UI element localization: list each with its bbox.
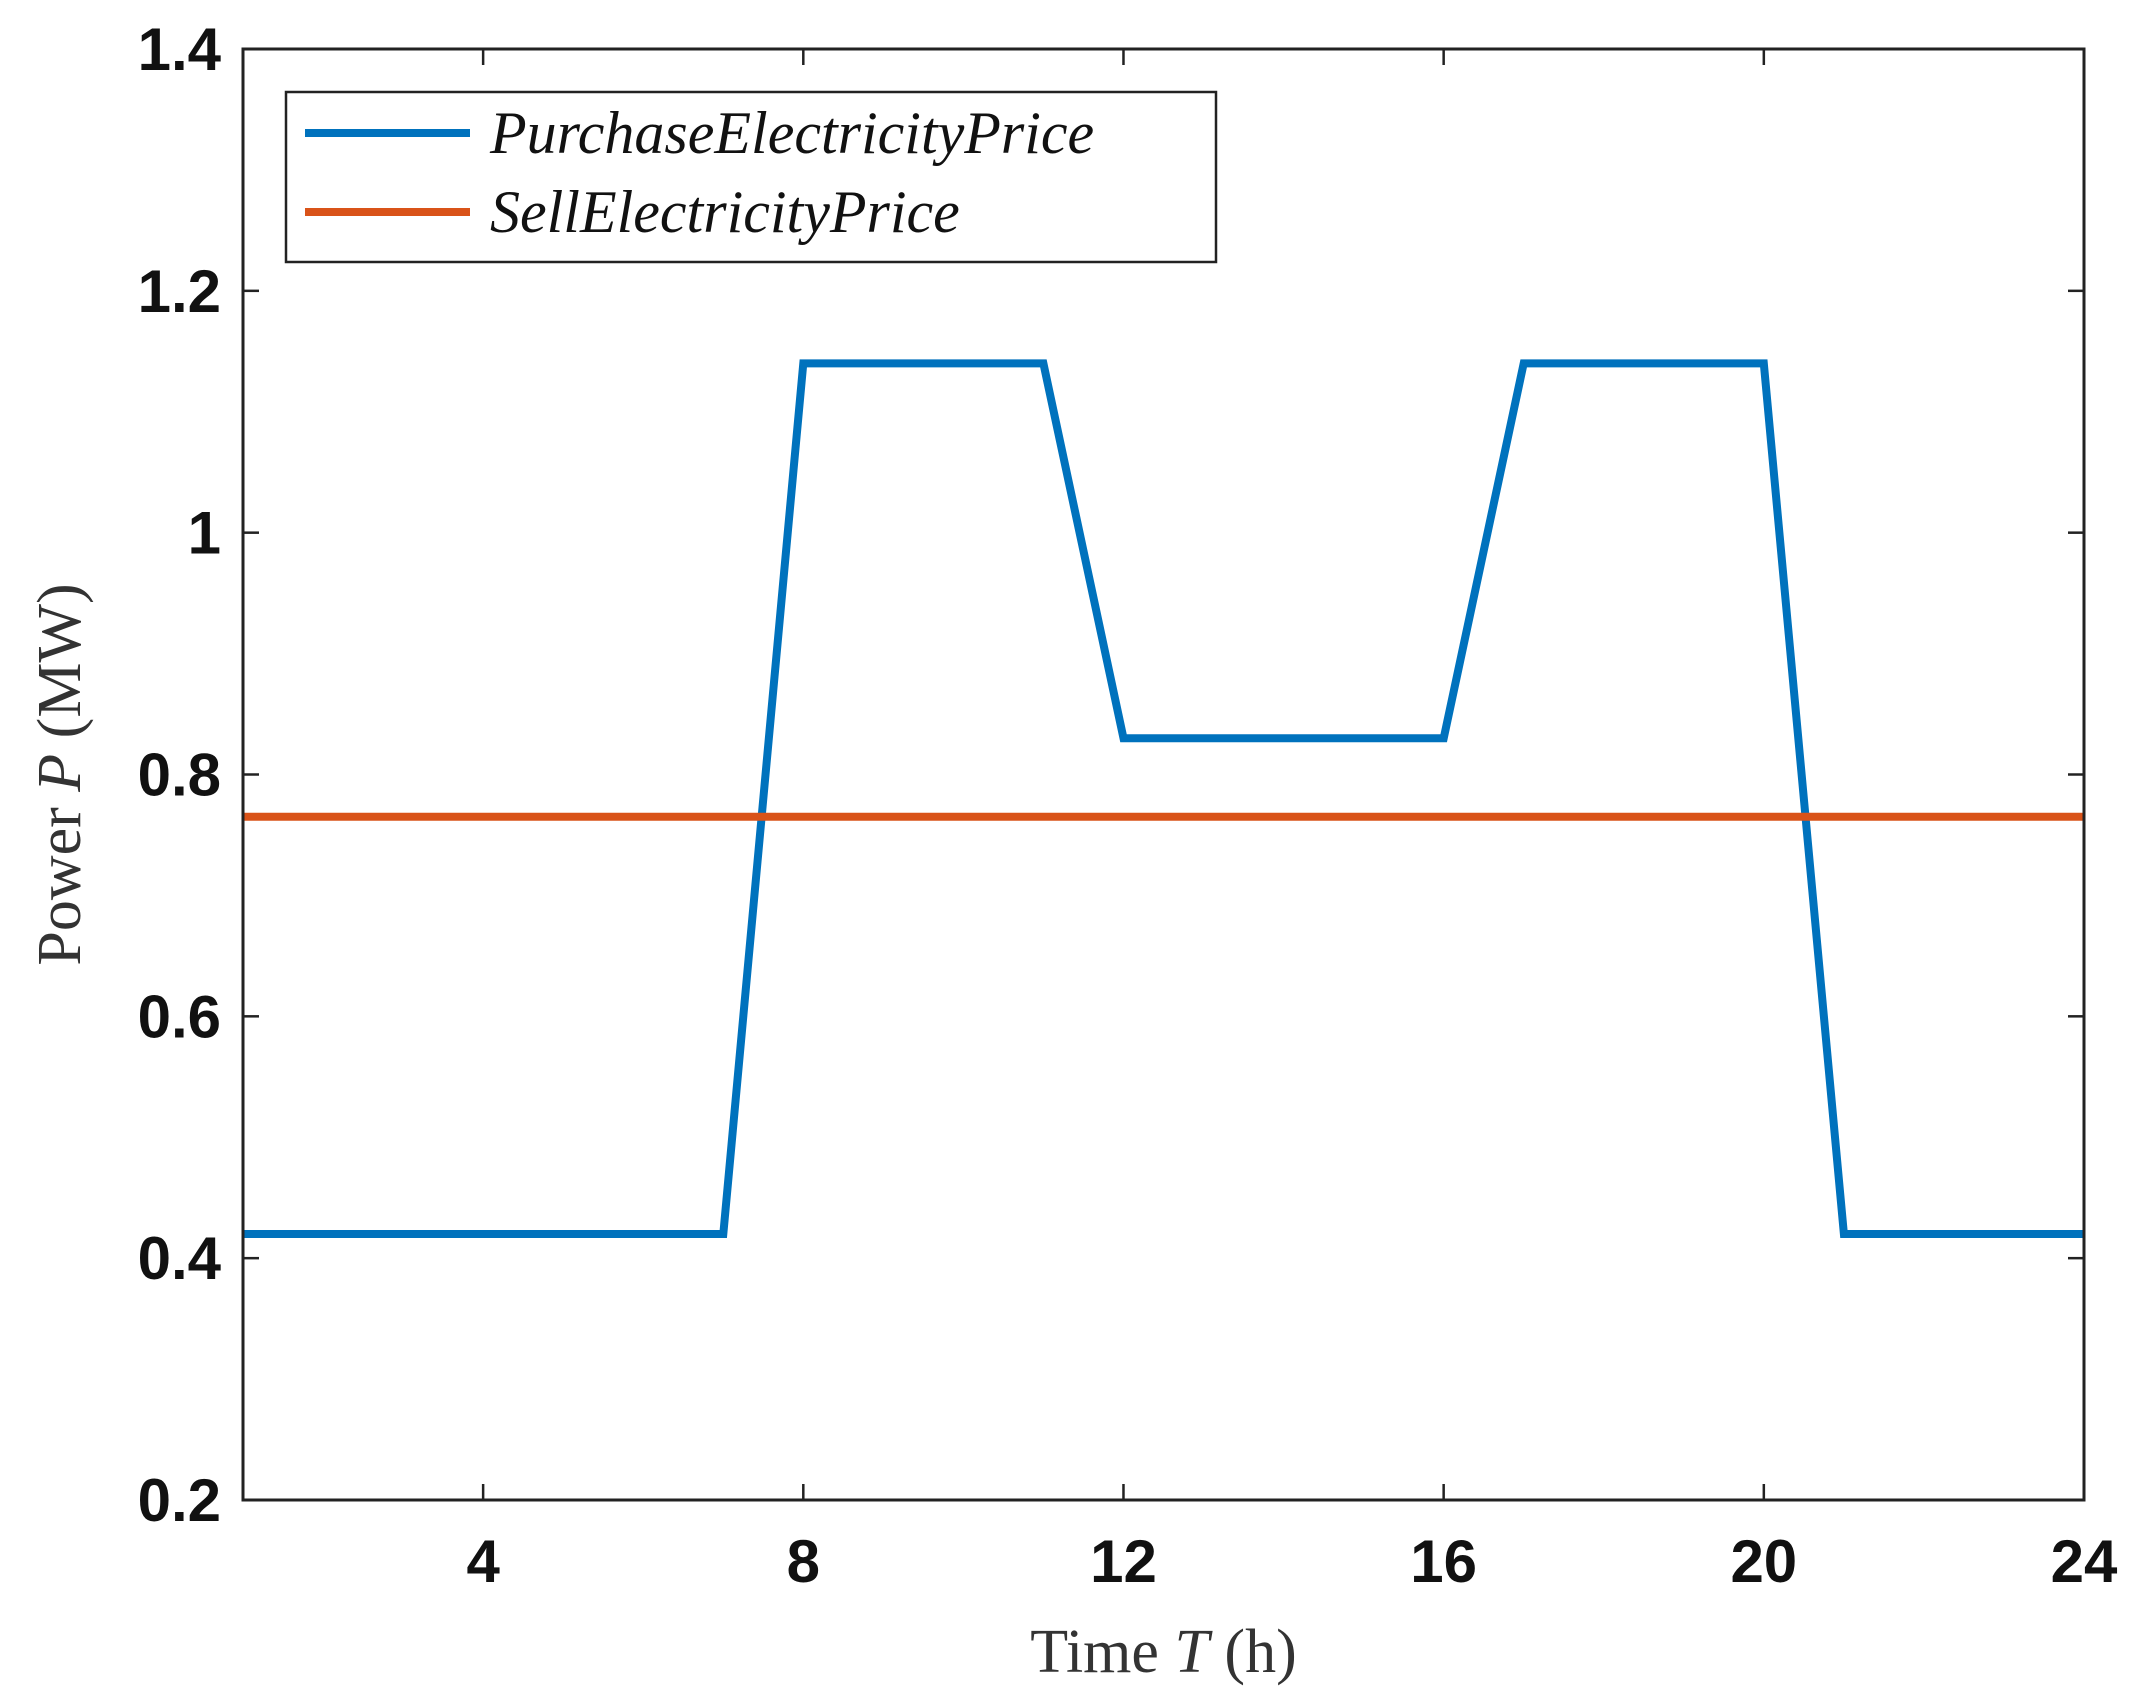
legend-label-purchase: PurchaseElectricityPrice [489, 100, 1094, 166]
y-tick-label: 1.4 [138, 16, 222, 83]
tick-labels: 4 8 12 16 20 24 0.2 0.4 0.6 0.8 1 1.2 1.4 [138, 16, 2118, 1595]
legend-label-sell: SellElectricityPrice [490, 179, 960, 245]
legend: PurchaseElectricityPrice SellElectricity… [284, 90, 1218, 264]
y-tick-label: 0.6 [138, 983, 221, 1050]
y-tick-label: 0.2 [138, 1467, 221, 1534]
y-tick-label: 1 [188, 500, 221, 567]
plot-area-frame [241, 47, 2086, 1502]
legend-box [284, 90, 1218, 264]
x-axis-label: Time T (h) [1030, 1618, 1296, 1686]
y-tick-label: 0.4 [138, 1225, 222, 1292]
y-tick-label: 1.2 [138, 258, 221, 325]
x-tick-label: 20 [1730, 1528, 1797, 1595]
x-tick-label: 16 [1410, 1528, 1477, 1595]
x-tick-label: 24 [2051, 1528, 2118, 1595]
x-tick-label: 8 [787, 1528, 820, 1595]
series-lines [243, 359, 2084, 1238]
x-tick-label: 12 [1090, 1528, 1157, 1595]
x-tick-label: 4 [466, 1528, 500, 1595]
y-axis-label: Power P (MW) [26, 583, 94, 965]
series-line-purchase [243, 359, 2084, 1238]
y-tick-label: 0.8 [138, 742, 221, 809]
